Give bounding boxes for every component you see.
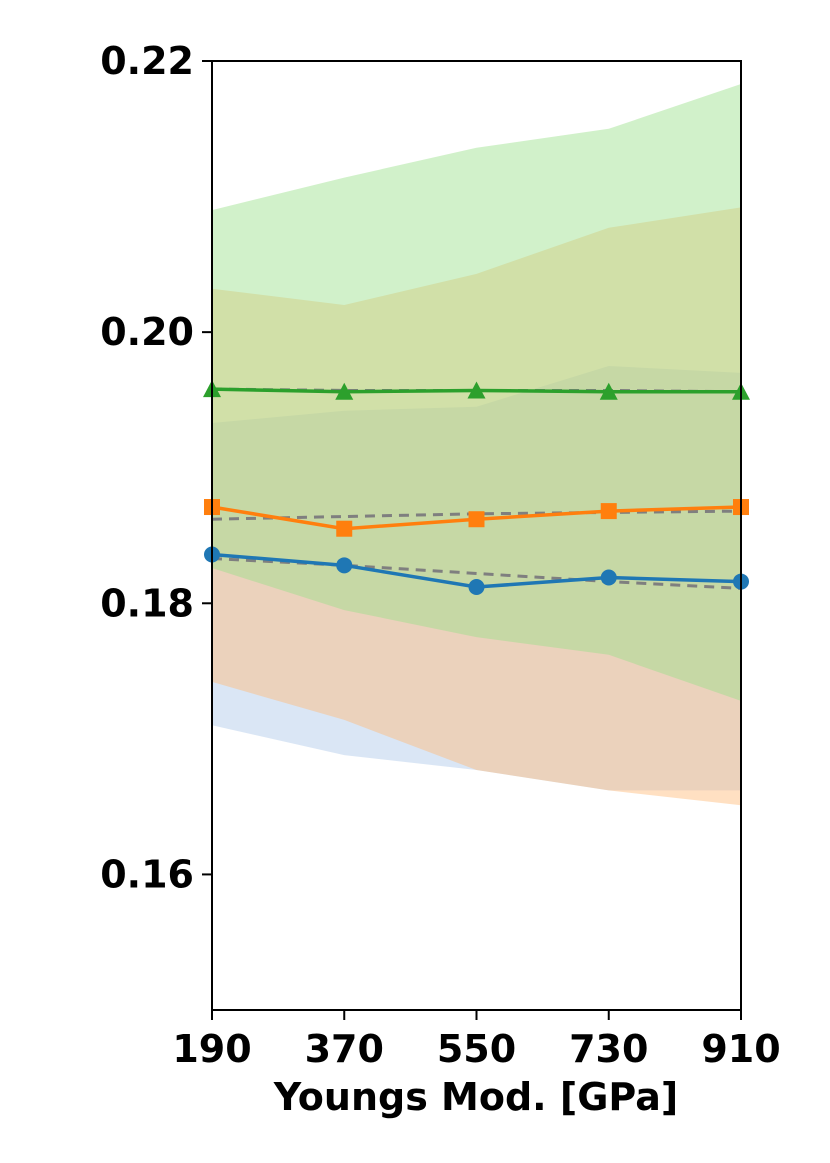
- series-markers: [203, 380, 750, 596]
- x-tick-label: 190: [172, 1027, 251, 1071]
- y-tick-label: 0.16: [100, 852, 194, 896]
- orange-band: [212, 207, 741, 806]
- y-axis: 0.16 0.18 0.20 0.22: [100, 39, 212, 896]
- x-tick-label: 370: [305, 1027, 384, 1071]
- orange-point: [468, 511, 485, 528]
- x-tick-label: 550: [437, 1027, 516, 1071]
- blue-point: [600, 569, 617, 586]
- y-tick-label: 0.20: [100, 310, 194, 354]
- x-tick-label: 910: [701, 1027, 780, 1071]
- confidence-bands: [212, 84, 741, 806]
- x-axis-label: Youngs Mod. [GPa]: [273, 1075, 678, 1119]
- x-tick-label: 730: [569, 1027, 648, 1071]
- orange-point: [336, 520, 353, 537]
- blue-point: [336, 557, 353, 574]
- y-tick-label: 0.18: [100, 581, 194, 625]
- green-point: [335, 382, 354, 400]
- orange-point: [600, 503, 617, 520]
- blue-band: [212, 366, 741, 791]
- x-axis: 190 370 550 730 910: [172, 1010, 781, 1071]
- y-tick-label: 0.22: [100, 39, 194, 83]
- green-point: [467, 381, 486, 399]
- blue-point: [468, 579, 485, 596]
- green-point: [599, 382, 618, 400]
